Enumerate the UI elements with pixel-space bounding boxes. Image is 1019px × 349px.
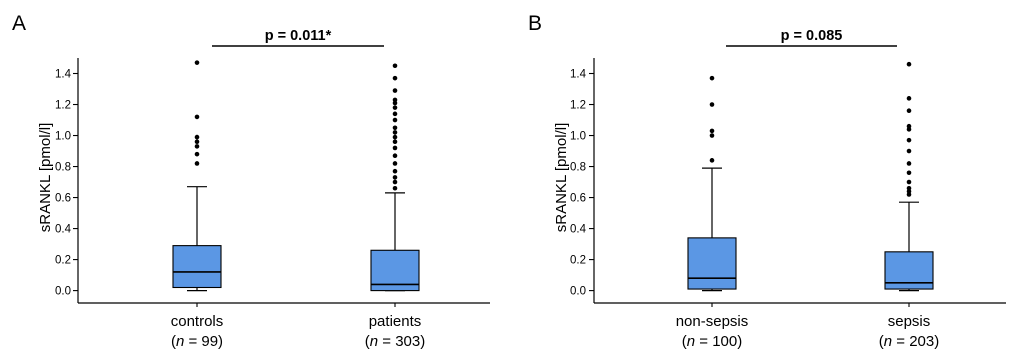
y-tick-label: 0.8: [55, 162, 71, 174]
outlier-point: [392, 75, 398, 81]
outlier-point: [906, 179, 912, 185]
y-tick-label: 1.2: [55, 100, 71, 112]
outlier-point: [709, 102, 715, 107]
box-group-sepsis: sepsis (n = 203): [879, 61, 939, 349]
outlier-point: [392, 105, 398, 110]
y-tick-label: 0.8: [570, 162, 586, 174]
box-group-non-sepsis: non-sepsis (n = 100): [676, 75, 749, 349]
outlier-point: [906, 123, 912, 129]
outlier-point: [906, 185, 912, 191]
outlier-point: [709, 128, 715, 134]
y-tick-label: 1.2: [570, 100, 586, 112]
y-tick-label: 0.2: [55, 255, 71, 267]
box-group-patients: patients (n = 303): [365, 63, 425, 349]
outlier-point: [392, 63, 398, 69]
outlier-point: [392, 111, 398, 117]
outlier-point: [906, 161, 912, 166]
outlier-point: [392, 153, 398, 158]
y-tick-label: 0.0: [570, 286, 586, 298]
y-tick-label: 0.6: [570, 193, 586, 205]
y-axis-title: sRANKL [pmol/l]: [37, 123, 54, 232]
panel-label: B: [528, 12, 542, 35]
outlier-point: [194, 161, 200, 166]
outlier-point: [392, 117, 398, 123]
category-label: non-sepsis: [676, 313, 749, 330]
category-label: patients: [369, 313, 422, 330]
box: [687, 237, 737, 290]
panel-label: A: [12, 12, 26, 35]
sample-size-label: (n = 203): [879, 333, 939, 349]
y-tick-label: 0.4: [570, 224, 587, 236]
outlier-point: [906, 61, 912, 67]
sample-size-label: (n = 100): [682, 333, 742, 349]
outlier-point: [194, 144, 200, 149]
box: [172, 245, 222, 289]
outlier-point: [194, 60, 200, 65]
outlier-point: [906, 137, 912, 143]
outlier-point: [906, 170, 912, 176]
outlier-point: [392, 134, 398, 140]
y-tick-label: 0.2: [570, 255, 586, 267]
y-axis-title: sRANKL [pmol/l]: [553, 123, 570, 232]
outlier-point: [392, 88, 398, 93]
category-label: controls: [171, 313, 224, 330]
y-tick-label: 1.0: [570, 131, 586, 143]
outlier-point: [392, 175, 398, 180]
outlier-point: [906, 148, 912, 154]
outlier-point: [194, 134, 200, 140]
outlier-point: [392, 161, 398, 166]
outlier-point: [392, 130, 398, 135]
outlier-point: [194, 139, 200, 145]
outlier-point: [392, 185, 398, 191]
y-tick-label: 0.6: [55, 193, 71, 205]
outlier-point: [194, 114, 200, 120]
outlier-point: [392, 179, 398, 185]
outlier-point: [392, 125, 398, 131]
outlier-point: [709, 133, 715, 138]
panel-a: A 0.0 0.2 0.4 0.6 0.8 1.0 1.2 1.4 sRANKL [pmol/l]…: [12, 12, 490, 349]
y-tick-label: 1.4: [55, 69, 72, 81]
y-tick-label: 1.0: [55, 131, 71, 143]
outlier-point: [392, 97, 398, 103]
outlier-point: [194, 151, 200, 157]
significance-label: p = 0.011*: [265, 28, 332, 44]
outlier-point: [392, 145, 398, 151]
outlier-point: [709, 75, 715, 81]
sample-size-label: (n = 303): [365, 333, 425, 349]
outlier-point: [906, 96, 912, 101]
outlier-point: [709, 158, 715, 163]
outlier-point: [906, 108, 912, 114]
category-label: sepsis: [888, 313, 931, 330]
y-tick-label: 0.4: [55, 224, 72, 236]
box-group-controls: controls (n = 99): [171, 60, 224, 349]
outlier-point: [392, 168, 398, 174]
sample-size-label: (n = 99): [171, 333, 223, 349]
y-tick-label: 1.4: [570, 69, 587, 81]
outlier-point: [392, 139, 398, 145]
panel-b: B 0.0 0.2 0.4 0.6 0.8 1.0 1.2 1.4 sRANKL [pmol/l]…: [528, 12, 1006, 349]
y-tick-label: 0.0: [55, 286, 71, 298]
significance-label: p = 0.085: [781, 28, 843, 44]
